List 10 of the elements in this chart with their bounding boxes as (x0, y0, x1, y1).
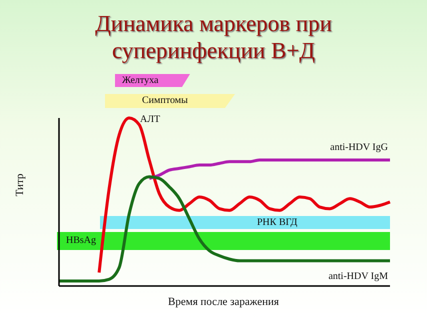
x-axis-title: Время после заражения (167, 296, 280, 308)
series-label: anti-HDV IgG (330, 142, 388, 153)
chart-title: Динамика маркеров при суперинфекции В+Д (94, 10, 333, 64)
text: Симптомы (142, 94, 188, 107)
y-axis-title: Титр (14, 174, 26, 196)
series-label: anti-HDV IgM (328, 271, 388, 282)
annotation: HBsAg (66, 234, 96, 247)
series-label: АЛТ (140, 114, 160, 125)
text: Желтуха (122, 74, 158, 86)
annotation: РНК ВГД (257, 216, 298, 228)
